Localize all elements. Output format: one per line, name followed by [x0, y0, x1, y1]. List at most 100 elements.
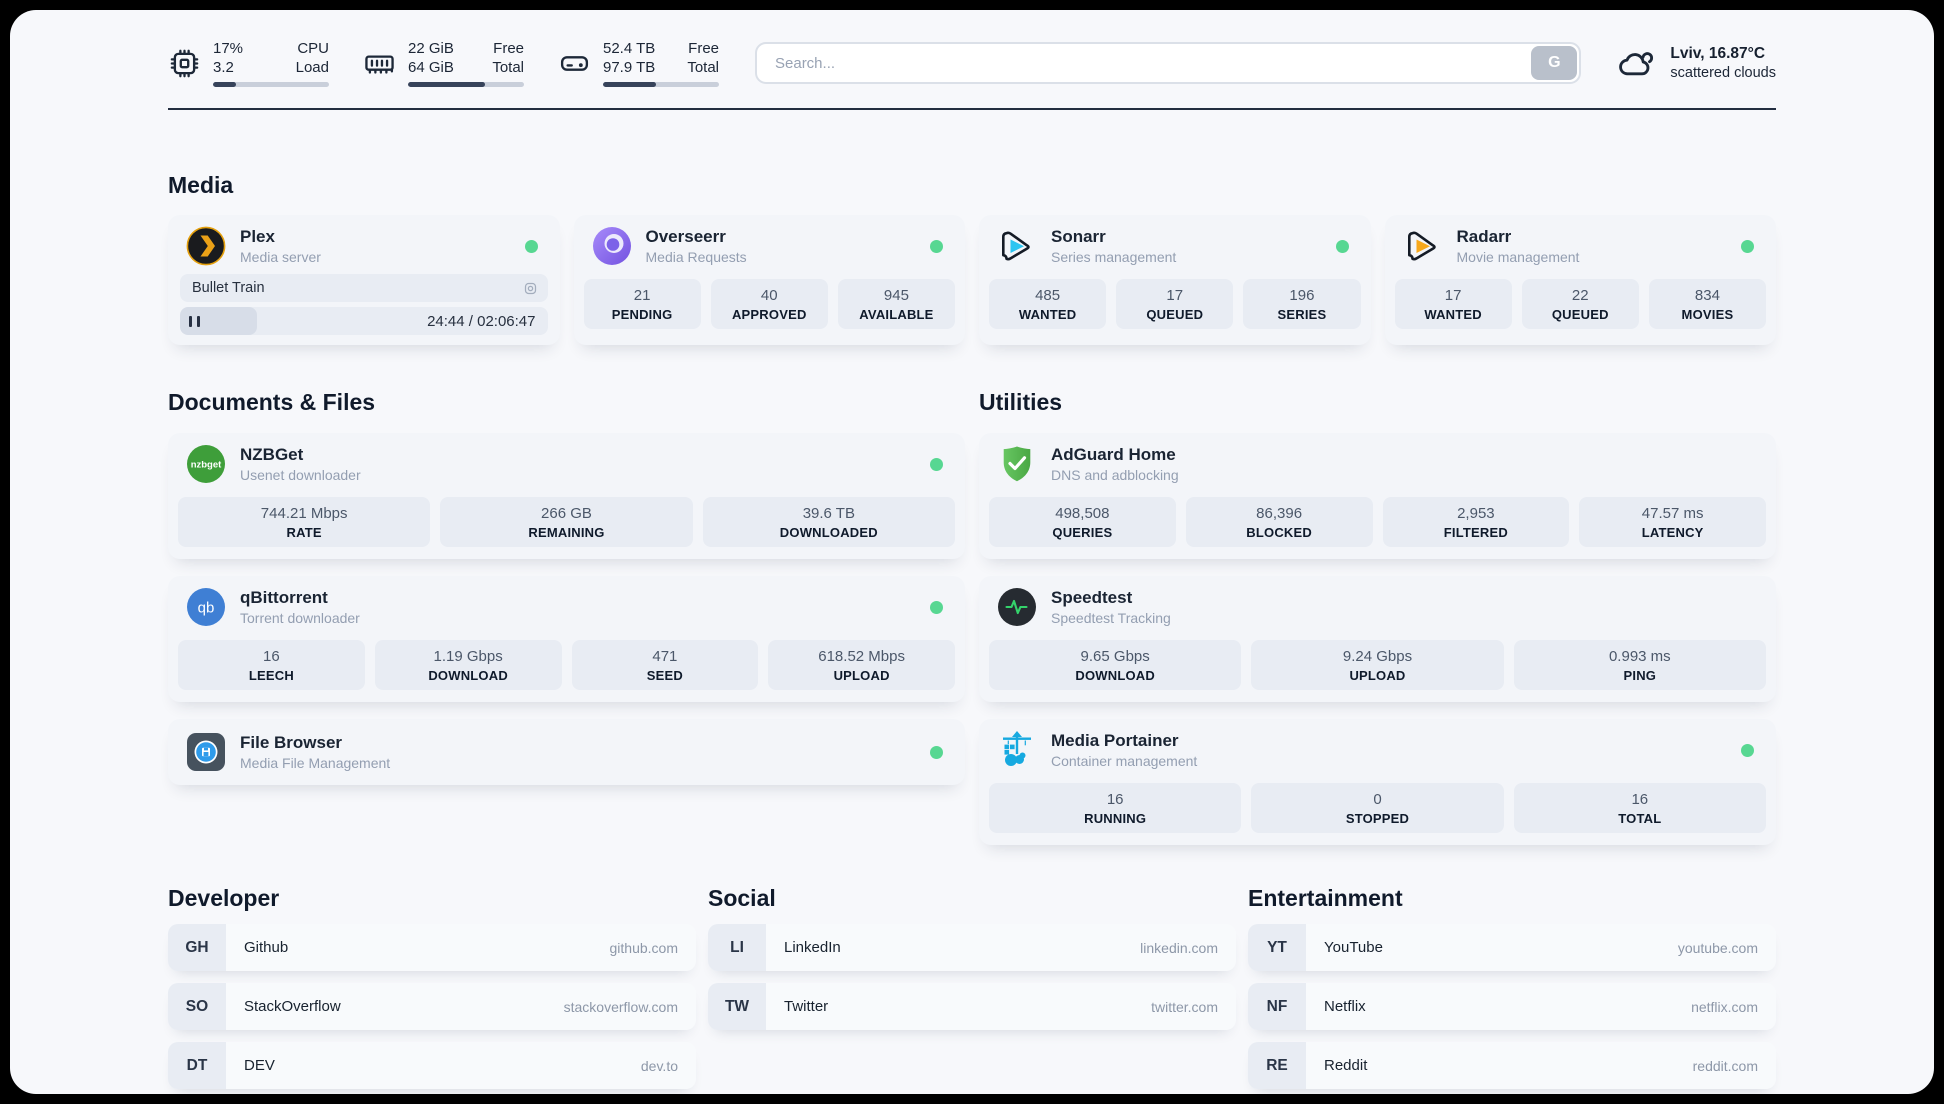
bookmark-linkedin[interactable]: LI LinkedIn linkedin.com: [708, 924, 1236, 971]
bookmark-github[interactable]: GH Github github.com: [168, 924, 696, 971]
pause-icon[interactable]: [189, 315, 192, 327]
section-heading-documents: Documents & Files: [168, 389, 376, 415]
plex-card[interactable]: Plex Media server Bullet Train 24:44 / 0…: [168, 215, 560, 345]
bookmark-url: twitter.com: [1151, 998, 1218, 1015]
filebrowser-card[interactable]: File Browser Media File Management: [168, 719, 965, 785]
adguard-card[interactable]: AdGuard Home DNS and adblocking 498,508 Q…: [979, 433, 1776, 559]
memory-icon: [365, 54, 394, 74]
overseerr-icon: [592, 226, 632, 266]
stat-box: 47.57 ms LATENCY: [1579, 497, 1766, 547]
section-heading-utilities: Utilities: [979, 389, 1063, 415]
playback-progress-fill: [180, 307, 258, 335]
bookmark-url: github.com: [609, 939, 678, 956]
section-heading-developer: Developer: [168, 885, 280, 911]
search-engine-button[interactable]: G: [1531, 46, 1578, 80]
stat-box: 266 GB REMAINING: [440, 497, 693, 547]
disk-free-label: Free: [688, 40, 719, 57]
disk-total-label: Total: [687, 59, 719, 76]
stat-box: 834 MOVIES: [1648, 279, 1767, 329]
developer-bookmarks: Developer GH Github github.com SO StackO…: [168, 885, 696, 1089]
bookmark-abbr: NF: [1248, 983, 1306, 1030]
bookmark-reddit[interactable]: RE Reddit reddit.com: [1248, 1042, 1776, 1089]
section-heading-social: Social: [708, 885, 776, 911]
memory-stat-widget: 22 GiB Free 64 GiB Total: [363, 39, 524, 87]
app-description: Container management: [1051, 753, 1198, 769]
weather-condition: scattered clouds: [1670, 64, 1776, 81]
bookmark-abbr: GH: [168, 924, 226, 971]
documents-column: Documents & Files nzbget NZBGet Usenet d…: [168, 389, 965, 785]
search-input[interactable]: [759, 54, 1532, 72]
weather-location-temp: Lviv, 16.87°C: [1670, 44, 1766, 62]
status-dot: [930, 745, 943, 759]
stat-box: 17 WANTED: [1394, 279, 1512, 329]
bookmark-url: stackoverflow.com: [563, 998, 678, 1015]
dashboard-page: 17% CPU 3.2 Load 22 GiB Free 64 GiB Total: [10, 10, 1934, 1094]
sonarr-card[interactable]: Sonarr Series management 485 WANTED 17 QUE…: [979, 215, 1371, 345]
filebrowser-icon: [186, 732, 226, 772]
bookmark-url: dev.to: [640, 1057, 678, 1074]
bookmark-abbr: YT: [1248, 924, 1306, 971]
stat-box: 618.52 Mbps UPLOAD: [768, 640, 955, 690]
nzbget-card[interactable]: nzbget NZBGet Usenet downloader 744.21 M…: [168, 433, 965, 559]
bookmark-url: netflix.com: [1691, 998, 1758, 1015]
stat-box: 16 RUNNING: [989, 783, 1242, 833]
bookmark-name: DEV: [244, 1057, 275, 1074]
app-name: NZBGet: [240, 445, 304, 464]
portainer-card[interactable]: Media Portainer Container management 16 R…: [979, 719, 1776, 845]
radarr-card[interactable]: Radarr Movie management 17 WANTED 22 QUEUE…: [1384, 215, 1776, 345]
overseerr-card[interactable]: Overseerr Media Requests 21 PENDING 40 APP…: [573, 215, 965, 345]
stat-box: 86,396 BLOCKED: [1185, 497, 1373, 547]
app-name: qBittorrent: [240, 588, 328, 607]
qbittorrent-card[interactable]: qb qBittorrent Torrent downloader 16 LEEC…: [168, 576, 965, 702]
app-description: Movie management: [1456, 249, 1580, 265]
app-description: Media server: [240, 249, 321, 265]
bookmark-name: LinkedIn: [784, 939, 841, 956]
disk-total-value: 97.9 TB: [603, 59, 656, 76]
status-dot: [1335, 239, 1349, 253]
status-dot: [1741, 743, 1754, 757]
bookmark-abbr: RE: [1248, 1042, 1306, 1089]
radarr-icon: [1403, 226, 1443, 266]
disk-progress-track: [603, 82, 719, 87]
stat-box: 1.19 Gbps DOWNLOAD: [374, 640, 562, 690]
speedtest-icon: [997, 587, 1037, 627]
app-description: DNS and adblocking: [1051, 467, 1179, 483]
bookmark-youtube[interactable]: YT YouTube youtube.com: [1248, 924, 1776, 971]
cpu-label: CPU: [297, 40, 329, 57]
bookmark-dev[interactable]: DT DEV dev.to: [168, 1042, 696, 1089]
stat-box: 485 WANTED: [989, 279, 1107, 329]
session-icon[interactable]: [523, 281, 538, 296]
app-description: Torrent downloader: [240, 610, 360, 626]
system-stats: 17% CPU 3.2 Load 22 GiB Free 64 GiB Total: [168, 39, 719, 87]
stat-box: 196 SERIES: [1243, 279, 1361, 329]
nzbget-icon: nzbget: [186, 444, 226, 484]
cpu-progress-track: [213, 82, 329, 87]
stat-box: 39.6 TB DOWNLOADED: [702, 497, 955, 547]
disk-stat-widget: 52.4 TB Free 97.9 TB Total: [558, 39, 719, 87]
weather-widget[interactable]: Lviv, 16.87°C scattered clouds: [1617, 43, 1776, 83]
app-name: Radarr: [1456, 227, 1512, 246]
stat-box: 16 LEECH: [178, 640, 365, 690]
cpu-progress-fill: [213, 82, 237, 87]
bookmark-twitter[interactable]: TW Twitter twitter.com: [708, 983, 1236, 1030]
memory-progress-fill: [408, 82, 485, 87]
memory-free-label: Free: [493, 40, 524, 57]
bookmark-url: linkedin.com: [1140, 939, 1218, 956]
app-name: File Browser: [240, 733, 343, 752]
stat-box: 21 PENDING: [583, 279, 701, 329]
status-dot: [930, 600, 943, 614]
app-name: Sonarr: [1051, 227, 1106, 246]
app-description: Usenet downloader: [240, 467, 361, 483]
bookmark-name: Netflix: [1324, 998, 1366, 1015]
speedtest-card[interactable]: Speedtest Speedtest Tracking 9.65 Gbps DO…: [979, 576, 1776, 702]
playback-time: 24:44 / 02:06:47: [427, 312, 536, 330]
bookmark-netflix[interactable]: NF Netflix netflix.com: [1248, 983, 1776, 1030]
bookmark-stackoverflow[interactable]: SO StackOverflow stackoverflow.com: [168, 983, 696, 1030]
qbittorrent-icon: qb: [186, 587, 226, 627]
bookmark-name: StackOverflow: [244, 998, 341, 1015]
stat-box: 498,508 QUERIES: [989, 497, 1176, 547]
app-description: Media File Management: [240, 755, 391, 771]
section-heading-entertainment: Entertainment: [1248, 885, 1403, 911]
stat-box: 945 AVAILABLE: [837, 279, 956, 329]
now-playing-title: Bullet Train: [192, 280, 265, 296]
